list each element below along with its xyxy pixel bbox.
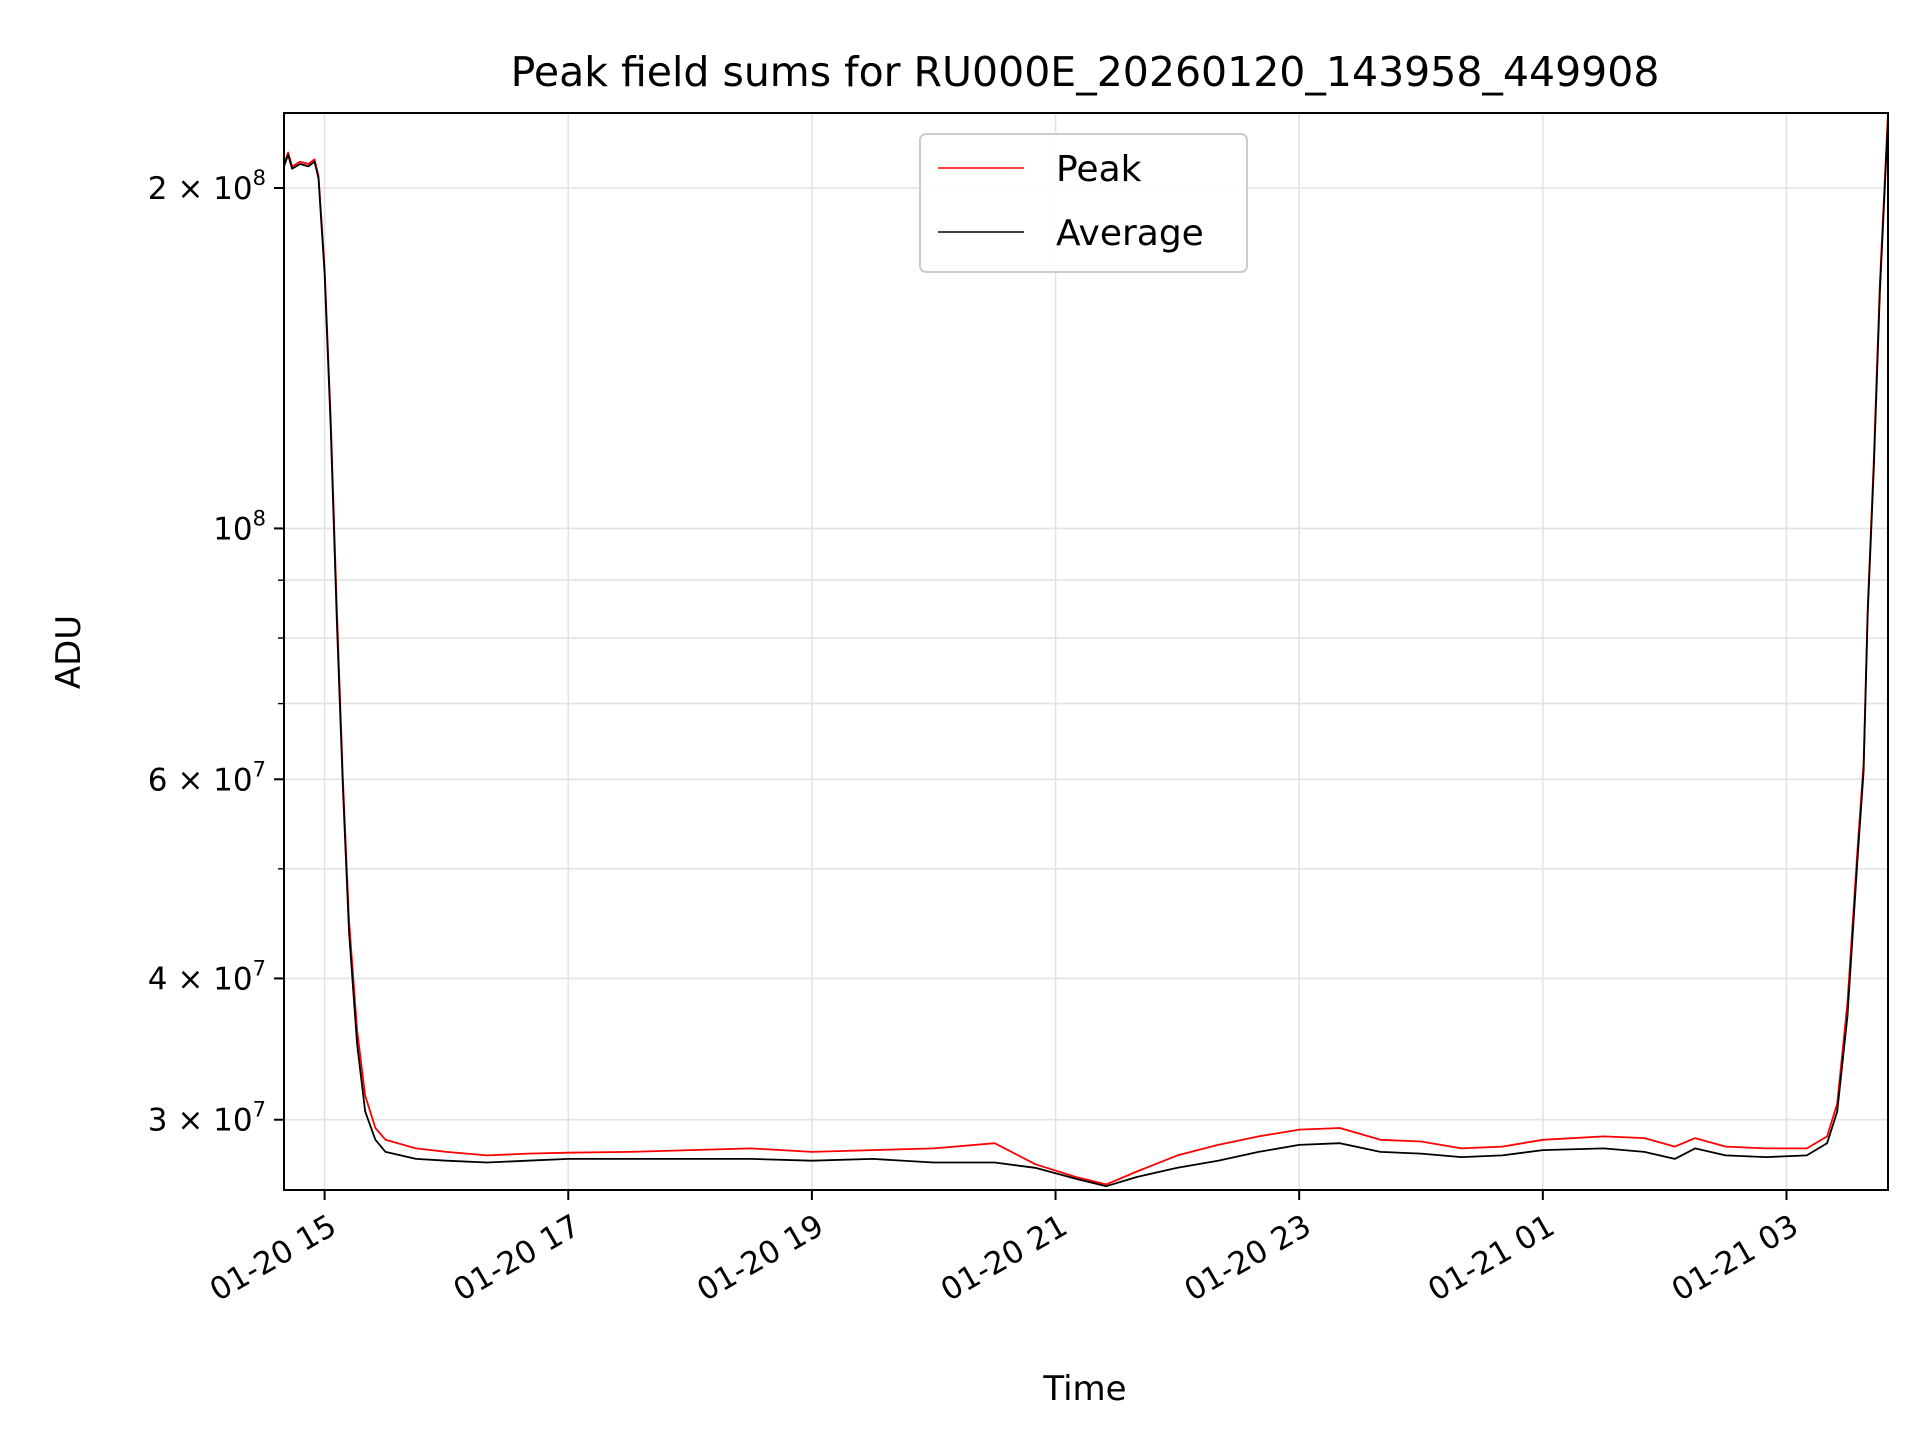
y-tick-label: 6 × 107 bbox=[148, 757, 266, 798]
legend-label-average: Average bbox=[1056, 213, 1204, 254]
x-axis-label: Time bbox=[1042, 1369, 1126, 1409]
plot-frame bbox=[283, 112, 1889, 1191]
grid-lines bbox=[284, 113, 1888, 1190]
y-tick-label: 2 × 108 bbox=[148, 166, 266, 207]
series-line-average bbox=[284, 119, 1888, 1188]
y-axis-label: ADU bbox=[49, 615, 89, 689]
legend: Peak Average bbox=[919, 133, 1248, 273]
series-lines bbox=[284, 113, 1888, 1188]
legend-label-peak: Peak bbox=[1056, 149, 1142, 190]
y-tick-label: 3 × 107 bbox=[148, 1098, 266, 1139]
y-tick-label: 4 × 107 bbox=[148, 956, 266, 997]
chart-title: Peak field sums for RU000E_20260120_1439… bbox=[511, 48, 1660, 96]
